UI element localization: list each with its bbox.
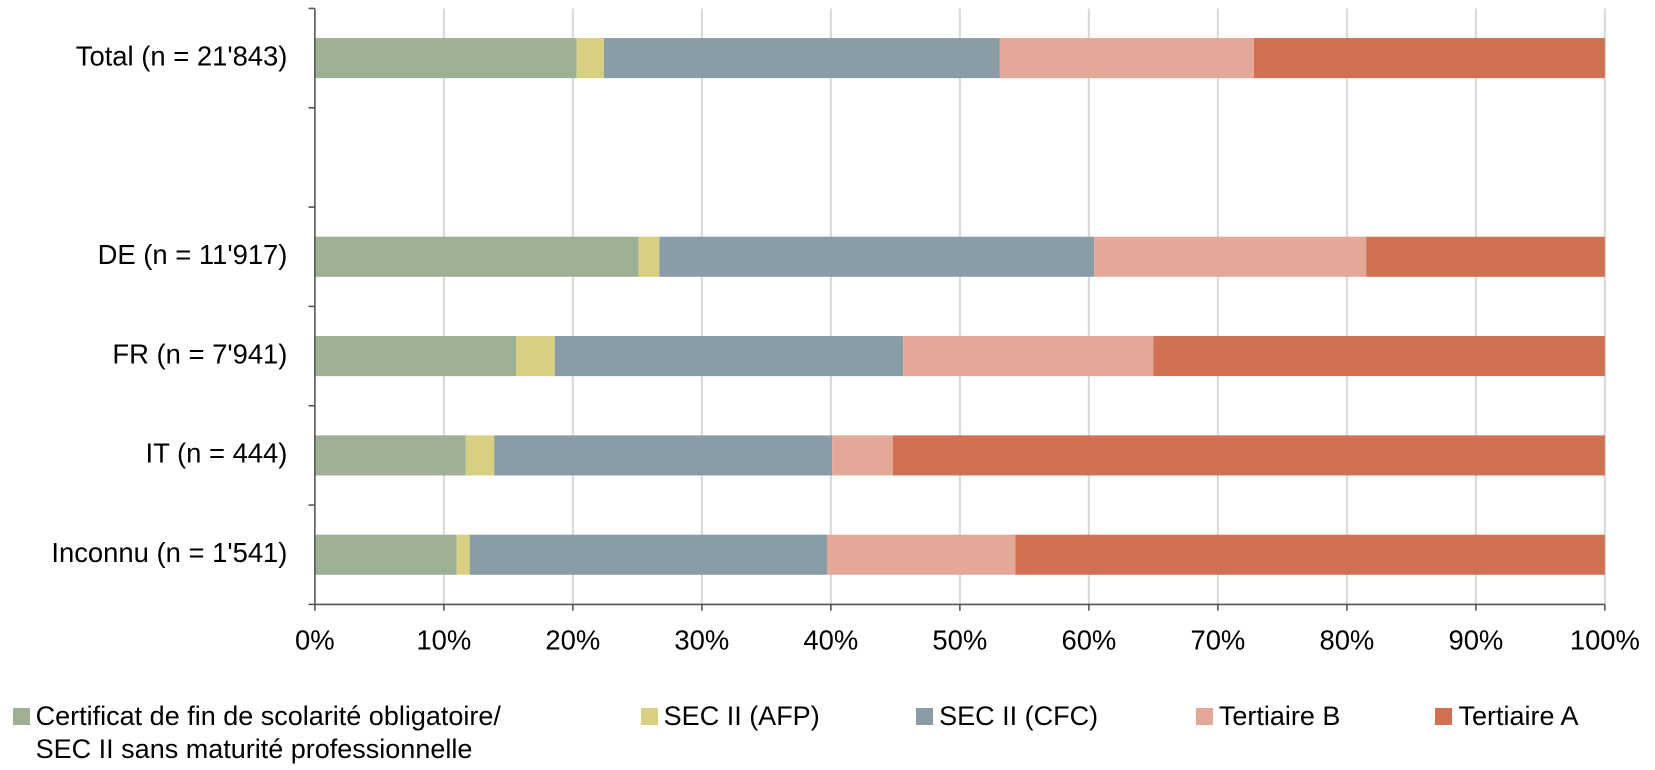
bar-segment bbox=[1253, 38, 1605, 79]
legend-item: SEC II (AFP) bbox=[640, 700, 894, 733]
x-tick-label: 40% bbox=[803, 625, 858, 656]
y-tick-label: Total (n = 21'843) bbox=[76, 40, 288, 71]
legend-swatch bbox=[640, 707, 658, 725]
x-tick-label: 70% bbox=[1190, 625, 1245, 656]
bar-segment bbox=[554, 336, 904, 377]
bar-segment bbox=[469, 534, 828, 575]
bar-segment bbox=[892, 435, 1605, 476]
legend-item: Certificat de fin de scolarité obligatoi… bbox=[12, 700, 562, 766]
legend-item: Tertiaire B bbox=[1195, 700, 1407, 733]
bar-segment bbox=[903, 336, 1154, 377]
bar-segment bbox=[314, 236, 639, 277]
x-tick-label: 100% bbox=[1570, 625, 1640, 656]
bar-segment bbox=[1094, 236, 1367, 277]
x-tick-label: 90% bbox=[1448, 625, 1503, 656]
bar-segment bbox=[456, 534, 470, 575]
bar-segment bbox=[516, 336, 555, 377]
x-tick-label: 20% bbox=[545, 625, 600, 656]
bar-segment bbox=[314, 38, 577, 79]
x-tick-label: 50% bbox=[932, 625, 987, 656]
bar-segment bbox=[1153, 336, 1605, 377]
bar-segment bbox=[576, 38, 604, 79]
y-tick-label: DE (n = 11'917) bbox=[98, 239, 288, 270]
bar-segment bbox=[465, 435, 495, 476]
bar-segment bbox=[603, 38, 1000, 79]
legend-swatch bbox=[916, 707, 934, 725]
bar-segment bbox=[494, 435, 833, 476]
legend-label: SEC II (CFC) bbox=[939, 700, 1099, 731]
bar-segment bbox=[638, 236, 660, 277]
x-tick-label: 10% bbox=[416, 625, 471, 656]
bar-segment bbox=[314, 534, 457, 575]
bar-segment bbox=[1366, 236, 1605, 277]
legend-swatch bbox=[12, 707, 30, 725]
bar-segment bbox=[827, 534, 1016, 575]
x-tick-label: 30% bbox=[674, 625, 729, 656]
y-tick-label: IT (n = 444) bbox=[146, 438, 288, 469]
legend-swatch bbox=[1435, 707, 1453, 725]
legend-label: Certificat de fin de scolarité obligatoi… bbox=[35, 700, 501, 764]
x-tick-label: 80% bbox=[1319, 625, 1374, 656]
legend-swatch bbox=[1195, 707, 1213, 725]
bar-segment bbox=[832, 435, 893, 476]
bar-segment bbox=[314, 435, 466, 476]
y-tick-label: FR (n = 7'941) bbox=[112, 338, 287, 369]
bar-segment bbox=[1015, 534, 1605, 575]
legend-label: Tertiaire A bbox=[1458, 700, 1579, 731]
x-tick-label: 0% bbox=[295, 625, 335, 656]
y-tick-label: Inconnu (n = 1'541) bbox=[51, 537, 287, 568]
bar-segment bbox=[999, 38, 1254, 79]
legend-item: SEC II (CFC) bbox=[916, 700, 1169, 733]
legend-item: Tertiaire A bbox=[1435, 700, 1646, 733]
x-tick-label: 60% bbox=[1061, 625, 1116, 656]
bar-segment bbox=[659, 236, 1095, 277]
bar-segment bbox=[314, 336, 517, 377]
legend-label: SEC II (AFP) bbox=[663, 700, 820, 731]
legend-label: Tertiaire B bbox=[1218, 700, 1341, 731]
